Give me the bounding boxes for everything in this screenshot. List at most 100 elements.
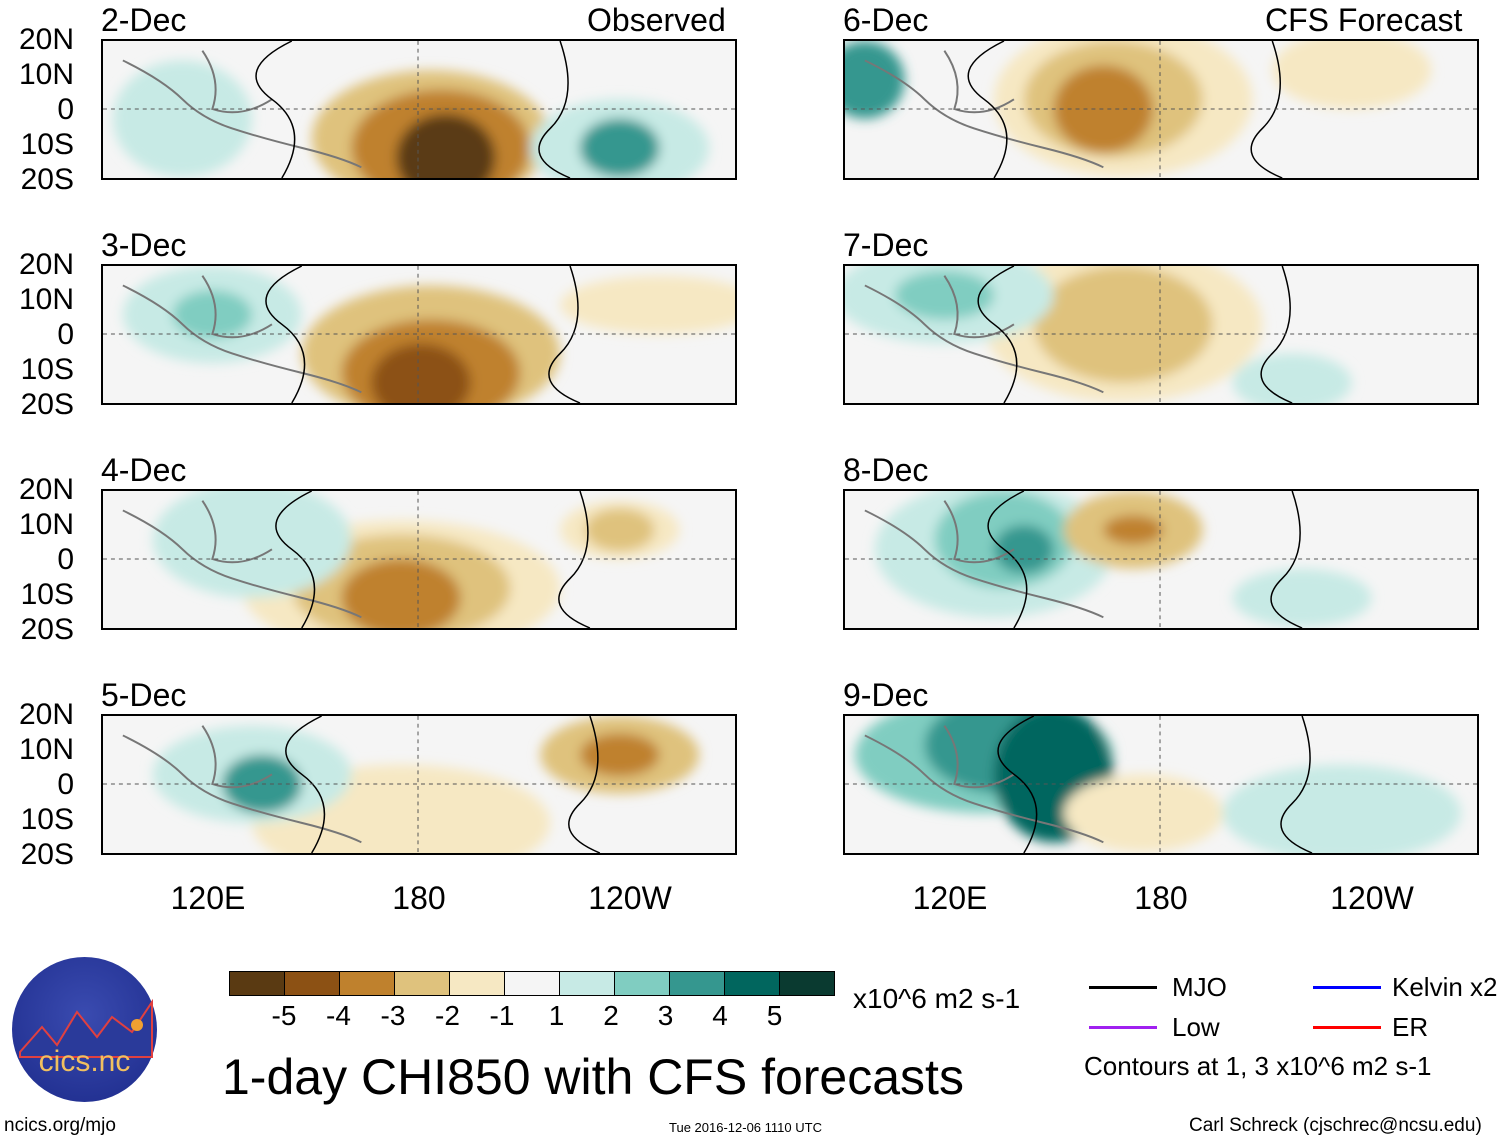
- lat-tick-label: 10N: [18, 508, 74, 541]
- map-panel-3-dec: [101, 264, 737, 405]
- anomaly-region: [579, 118, 660, 178]
- lon-tick-label: 120W: [1330, 880, 1414, 916]
- panel-date-label: 2-Dec: [101, 2, 187, 38]
- map-panel-5-dec: [101, 714, 737, 855]
- footer-url[interactable]: ncics.org/mjo: [4, 1115, 116, 1136]
- anomaly-region: [371, 343, 471, 403]
- colorbar-swatch: [285, 972, 340, 995]
- colorbar-tick-label: 2: [603, 1000, 619, 1031]
- coastline: [864, 59, 1104, 169]
- mjo-contour: [285, 716, 326, 853]
- mjo-contour: [997, 716, 1038, 853]
- colorbar-swatch: [230, 972, 285, 995]
- lon-tick-label: 180: [392, 880, 446, 916]
- map-panel-2-dec: [101, 39, 737, 180]
- legend-line-mjo: [1089, 986, 1157, 989]
- lat-tick-label: 20S: [20, 613, 74, 646]
- mjo-contour: [1270, 491, 1303, 628]
- map-panel-4-dec: [101, 489, 737, 630]
- map-panel-7-dec: [843, 264, 1479, 405]
- mjo-contour: [255, 41, 296, 178]
- anomaly-region: [1063, 774, 1223, 853]
- anomaly-region: [845, 41, 905, 119]
- mjo-contour: [558, 491, 591, 628]
- legend-line-kelvin: [1313, 986, 1381, 989]
- lat-tick-label: 20N: [18, 698, 74, 731]
- panel-date-label: 5-Dec: [101, 677, 187, 713]
- lat-tick-label: 10S: [20, 578, 74, 611]
- observed-header: Observed: [587, 2, 726, 38]
- colorbar-swatch: [670, 972, 725, 995]
- legend-label-low: Low: [1172, 1012, 1220, 1042]
- mjo-contour: [275, 491, 316, 628]
- coastline: [943, 725, 1015, 789]
- cics-logo: cics.nc: [12, 957, 157, 1102]
- colorbar-tick-label: 1: [548, 1000, 565, 1031]
- lat-tick-label: 10N: [18, 733, 74, 766]
- colorbar-tick-label: -3: [380, 1000, 406, 1031]
- anomaly-region: [172, 290, 253, 339]
- anomaly-region: [560, 275, 735, 335]
- panel-date-label: 8-Dec: [843, 452, 929, 488]
- lat-tick-label: 20N: [18, 248, 74, 281]
- figure-title: 1-day CHI850 with CFS forecasts: [222, 1049, 964, 1105]
- lat-tick-label: 10N: [18, 283, 74, 316]
- anomaly-region: [1232, 353, 1352, 403]
- anomaly-region: [152, 491, 352, 598]
- lat-tick-label: 20N: [18, 23, 74, 56]
- colorbar-swatch: [780, 972, 834, 995]
- lat-tick-label: 10S: [20, 353, 74, 386]
- anomaly-region: [112, 60, 253, 178]
- panel-date-label: 9-Dec: [843, 677, 929, 713]
- mjo-contour: [568, 716, 601, 853]
- colorbar-swatch: [395, 972, 450, 995]
- lat-tick-label: 20S: [20, 838, 74, 871]
- legend-line-low: [1089, 1026, 1157, 1029]
- lat-tick-label: 0: [57, 318, 74, 351]
- legend-label-er: ER: [1392, 1012, 1429, 1042]
- coastline: [201, 725, 273, 789]
- map-panel-8-dec: [843, 489, 1479, 630]
- lon-tick-label: 180: [1134, 880, 1188, 916]
- lon-tick-label: 120W: [588, 880, 672, 916]
- legend-label-mjo: MJO: [1172, 972, 1227, 1002]
- panel-date-label: 6-Dec: [843, 2, 929, 38]
- coastline: [122, 734, 362, 844]
- mjo-contour: [538, 41, 571, 178]
- colorbar-tick-label: -4: [326, 1000, 351, 1031]
- coastline: [122, 59, 362, 169]
- colorbar-swatch: [560, 972, 615, 995]
- lat-tick-label: 20S: [20, 388, 74, 421]
- anomaly-region: [579, 733, 660, 777]
- colorbar-tick-label: -2: [435, 1000, 460, 1031]
- anomaly-region: [1103, 515, 1163, 545]
- footer-credit: Carl Schreck (cjschrec@ncsu.edu): [1189, 1115, 1482, 1136]
- colorbar-swatch: [505, 972, 560, 995]
- anomaly-region: [584, 508, 655, 552]
- coastline: [122, 284, 362, 394]
- lon-tick-label: 120E: [912, 880, 988, 916]
- colorbar-units: x10^6 m2 s-1: [853, 983, 1021, 1014]
- colorbar-tick-label: 4: [712, 1000, 728, 1031]
- colorbar-tick-label: 5: [766, 1000, 783, 1031]
- colorbar-swatch: [725, 972, 780, 995]
- anomaly-region: [341, 559, 461, 628]
- panel-date-label: 4-Dec: [101, 452, 187, 488]
- forecast-header: CFS Forecast: [1265, 2, 1463, 38]
- logo-text: cics.nc: [38, 1045, 131, 1078]
- colorbar-tick-label: -1: [489, 1000, 515, 1031]
- mjo-contour: [265, 266, 306, 403]
- anomaly-region: [1232, 568, 1372, 628]
- mjo-contour: [1250, 41, 1283, 178]
- coastline: [864, 509, 1104, 619]
- coastline: [943, 275, 1015, 339]
- mjo-contour: [967, 41, 1008, 178]
- coastline: [864, 734, 1104, 844]
- coastline: [864, 284, 1104, 394]
- colorbar-swatch: [340, 972, 395, 995]
- anomaly-region: [1272, 41, 1432, 110]
- lon-tick-label: 120E: [170, 880, 246, 916]
- lat-tick-label: 0: [57, 768, 74, 801]
- legend-line-er: [1313, 1026, 1381, 1029]
- lat-tick-label: 20S: [20, 163, 74, 196]
